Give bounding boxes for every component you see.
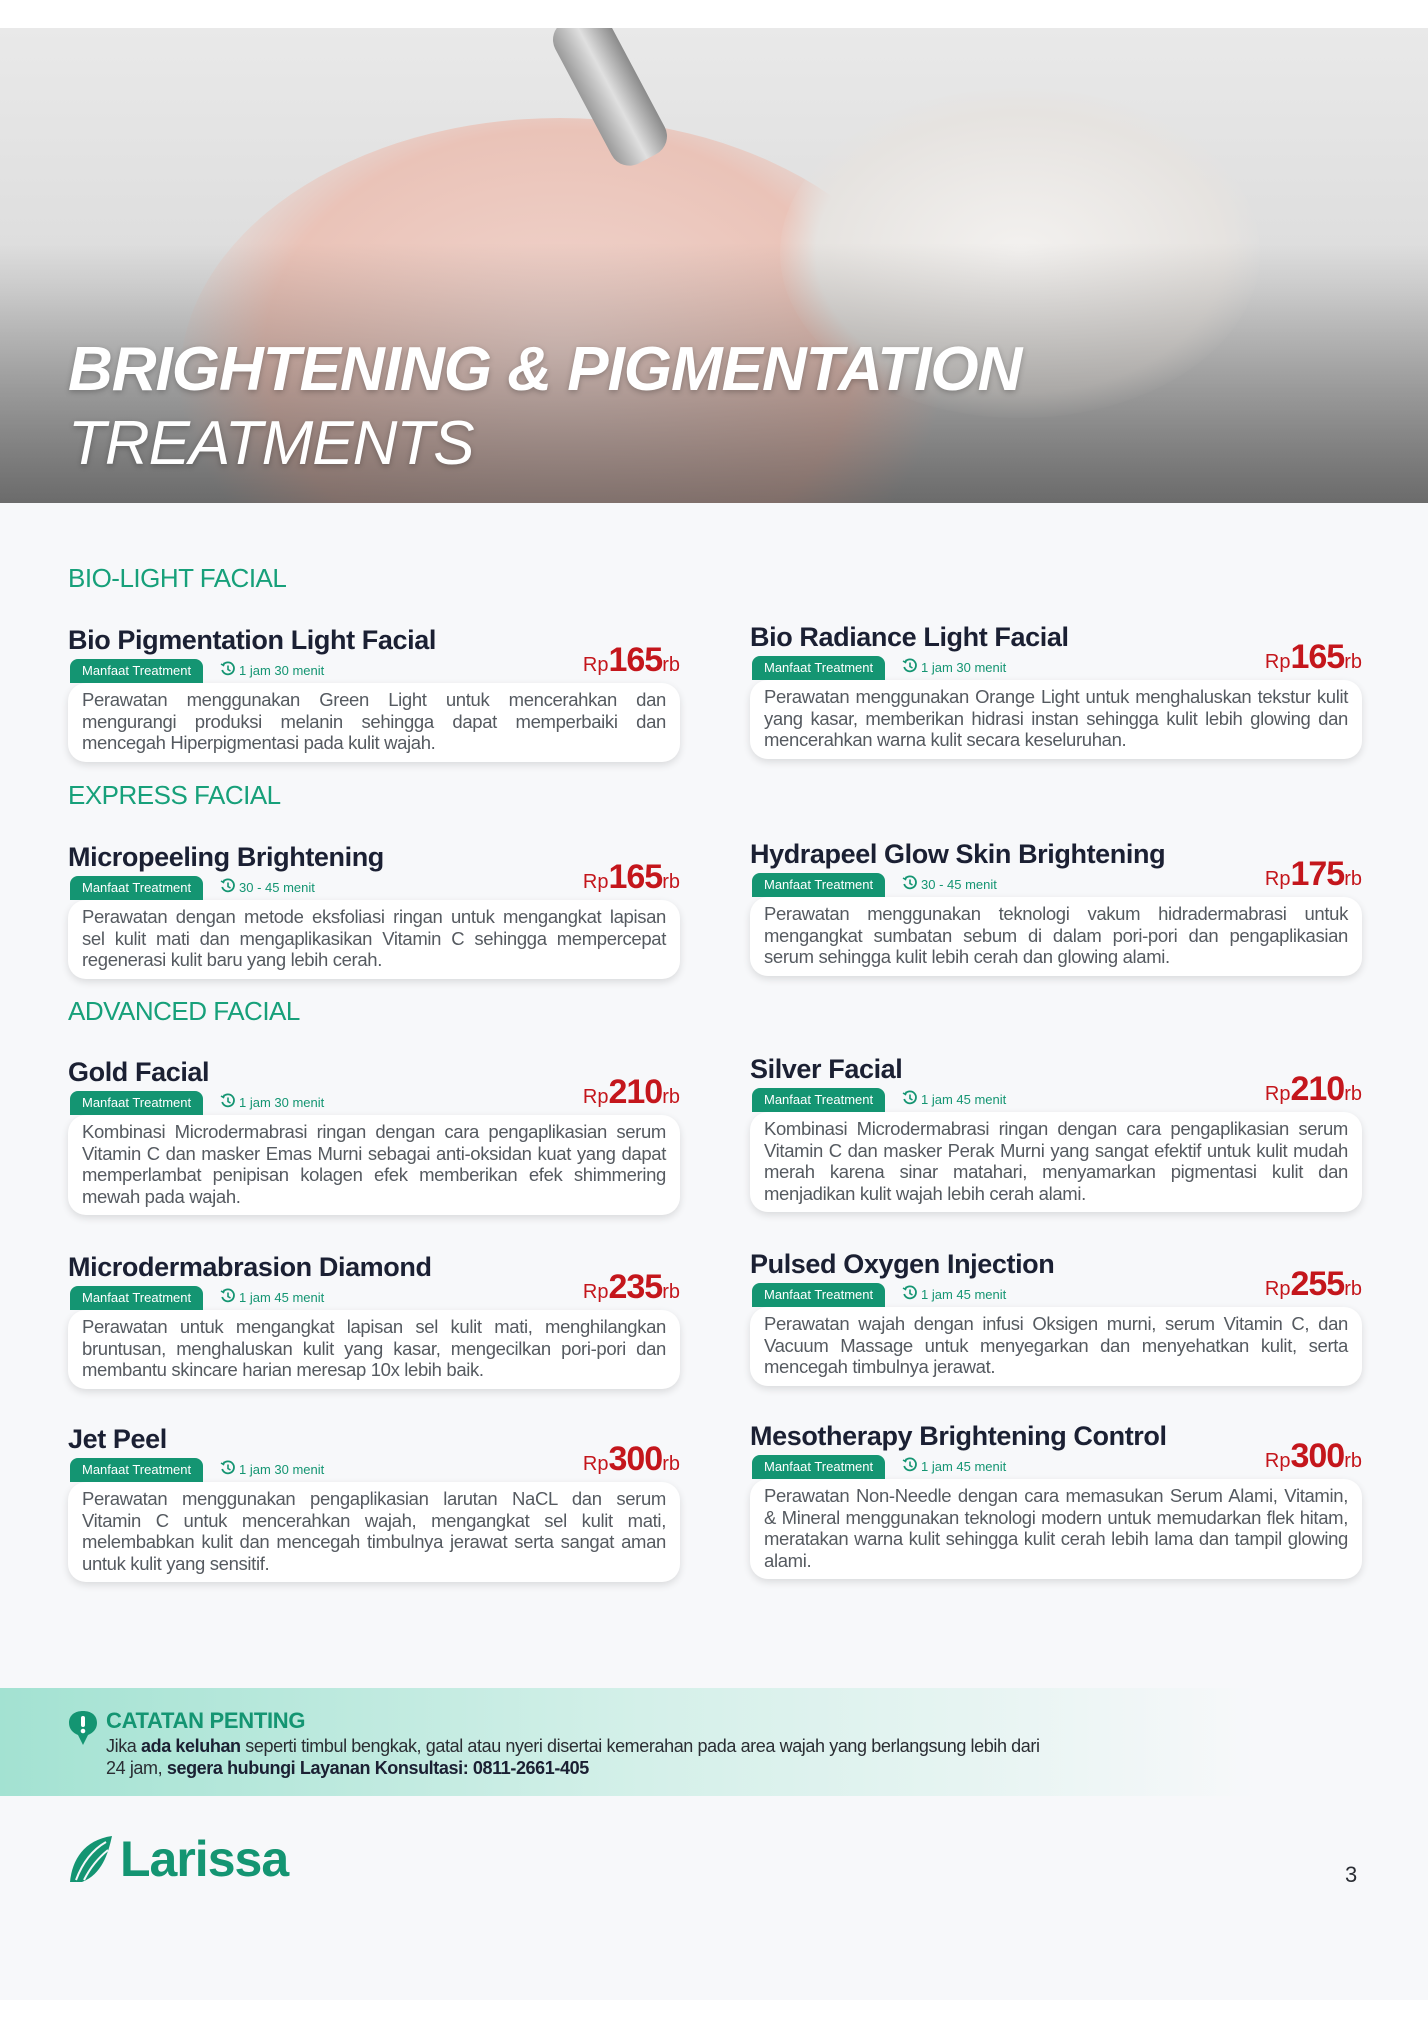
benefit-badge: Manfaat Treatment — [70, 1458, 204, 1482]
treatment-card: Pulsed Oxygen Injection Manfaat Treatmen… — [750, 1247, 1362, 1386]
treatment-card: Micropeeling Brightening Manfaat Treatme… — [68, 840, 680, 979]
duration: 30 - 45 menit — [220, 878, 315, 897]
benefit-badge: Manfaat Treatment — [70, 1091, 204, 1115]
treatment-card: Bio Pigmentation Light Facial Manfaat Tr… — [68, 623, 680, 762]
leaf-logo-icon — [70, 1836, 112, 1882]
treatment-title: Micropeeling Brightening — [68, 842, 384, 872]
treatment-title: Bio Radiance Light Facial — [750, 622, 1069, 652]
duration: 1 jam 30 menit — [220, 1093, 324, 1112]
treatment-card: Hydrapeel Glow Skin Brightening Manfaat … — [750, 837, 1362, 976]
duration: 1 jam 45 menit — [220, 1288, 324, 1307]
treatment-description: Perawatan menggunakan Green Light untuk … — [68, 683, 680, 762]
section-heading-express: EXPRESS FACIAL — [68, 780, 281, 810]
treatment-title: Pulsed Oxygen Injection — [750, 1249, 1055, 1279]
treatment-description: Perawatan menggunakan Orange Light untuk… — [750, 680, 1362, 759]
clock-icon — [902, 875, 918, 894]
treatment-title: Gold Facial — [68, 1057, 210, 1087]
treatment-card: Gold Facial Manfaat Treatment 1 jam 30 m… — [68, 1055, 680, 1215]
price: Rp165rb — [582, 858, 680, 896]
treatment-description: Kombinasi Microdermabrasi ringan dengan … — [750, 1112, 1362, 1212]
note-text: Jika ada keluhan seperti timbul bengkak,… — [106, 1736, 1040, 1778]
price: Rp255rb — [1264, 1265, 1362, 1303]
treatment-title: Hydrapeel Glow Skin Brightening — [750, 839, 1166, 869]
duration: 1 jam 30 menit — [220, 661, 324, 680]
clock-icon — [220, 661, 236, 680]
treatment-description: Perawatan wajah dengan infusi Oksigen mu… — [750, 1307, 1362, 1386]
clock-icon — [220, 1288, 236, 1307]
benefit-badge: Manfaat Treatment — [70, 1286, 204, 1310]
section-heading-advanced: ADVANCED FACIAL — [68, 996, 300, 1026]
duration: 1 jam 45 menit — [902, 1285, 1006, 1304]
treatment-card: Silver Facial Manfaat Treatment 1 jam 45… — [750, 1052, 1362, 1212]
page-title: BRIGHTENING & PIGMENTATION TREATMENTS — [68, 335, 1022, 478]
duration: 1 jam 45 menit — [902, 1090, 1006, 1109]
benefit-badge: Manfaat Treatment — [752, 1455, 886, 1479]
clock-icon — [902, 1285, 918, 1304]
clock-icon — [902, 658, 918, 677]
treatment-description: Perawatan Non-Needle dengan cara memasuk… — [750, 1479, 1362, 1579]
benefit-badge: Manfaat Treatment — [752, 656, 886, 680]
treatment-description: Perawatan dengan metode eksfoliasi ringa… — [68, 900, 680, 979]
benefit-badge: Manfaat Treatment — [70, 659, 204, 683]
benefit-badge: Manfaat Treatment — [752, 1283, 886, 1307]
treatment-card: Bio Radiance Light Facial Manfaat Treatm… — [750, 620, 1362, 759]
price: Rp210rb — [1264, 1070, 1362, 1108]
benefit-badge: Manfaat Treatment — [752, 1088, 886, 1112]
treatment-title: Mesotherapy Brightening Control — [750, 1421, 1167, 1451]
page: BRIGHTENING & PIGMENTATION TREATMENTS BI… — [0, 28, 1428, 2000]
treatment-card: Mesotherapy Brightening Control Manfaat … — [750, 1419, 1362, 1579]
treatment-description: Perawatan untuk mengangkat lapisan sel k… — [68, 1310, 680, 1389]
hero-banner: BRIGHTENING & PIGMENTATION TREATMENTS — [0, 28, 1428, 503]
duration: 30 - 45 menit — [902, 875, 997, 894]
clock-icon — [220, 1093, 236, 1112]
treatment-description: Perawatan menggunakan pengaplikasian lar… — [68, 1482, 680, 1582]
clock-icon — [220, 1460, 236, 1479]
benefit-badge: Manfaat Treatment — [70, 876, 204, 900]
important-note-banner: CATATAN PENTING Jika ada keluhan seperti… — [0, 1688, 1428, 1796]
price: Rp235rb — [582, 1268, 680, 1306]
clock-icon — [220, 878, 236, 897]
price: Rp210rb — [582, 1073, 680, 1111]
treatment-description: Kombinasi Microdermabrasi ringan dengan … — [68, 1115, 680, 1215]
price: Rp165rb — [582, 641, 680, 679]
treatment-title: Microdermabrasion Diamond — [68, 1252, 432, 1282]
treatment-title: Bio Pigmentation Light Facial — [68, 625, 436, 655]
treatment-description: Perawatan menggunakan teknologi vakum hi… — [750, 897, 1362, 976]
brand-logo: Larissa — [68, 1831, 289, 1887]
price: Rp165rb — [1264, 638, 1362, 676]
note-title: CATATAN PENTING — [106, 1708, 306, 1733]
brand-name: Larissa — [120, 1831, 289, 1887]
price: Rp175rb — [1264, 855, 1362, 893]
clock-icon — [902, 1457, 918, 1476]
section-heading-bio-light: BIO-LIGHT FACIAL — [68, 563, 287, 593]
exclamation-bubble-icon — [69, 1711, 97, 1745]
benefit-badge: Manfaat Treatment — [752, 873, 886, 897]
price: Rp300rb — [582, 1440, 680, 1478]
treatment-title: Jet Peel — [68, 1424, 167, 1454]
treatment-card: Jet Peel Manfaat Treatment 1 jam 30 meni… — [68, 1422, 680, 1582]
duration: 1 jam 45 menit — [902, 1457, 1006, 1476]
duration: 1 jam 30 menit — [902, 658, 1006, 677]
treatment-card: Microdermabrasion Diamond Manfaat Treatm… — [68, 1250, 680, 1389]
treatment-title: Silver Facial — [750, 1054, 903, 1084]
price: Rp300rb — [1264, 1437, 1362, 1475]
clock-icon — [902, 1090, 918, 1109]
duration: 1 jam 30 menit — [220, 1460, 324, 1479]
page-number: 3 — [1345, 1862, 1358, 1887]
